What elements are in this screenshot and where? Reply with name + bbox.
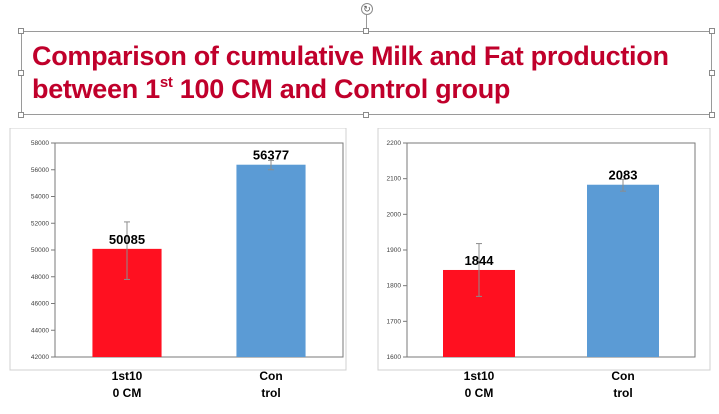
fat-category-label-2-line-1: Con [611, 369, 634, 383]
fat-bar-2 [587, 184, 659, 357]
fat-chart-svg: 1600 1700 1800 1900 2000 2100 2200 1844 1st10 0 C… [377, 128, 711, 400]
milk-y-tick-label: 48000 [31, 274, 49, 281]
fat-y-tick-label: 2100 [387, 176, 402, 183]
resize-handle-bottom-left[interactable] [18, 112, 24, 118]
fat-y-tick-label: 2200 [387, 140, 402, 147]
resize-handle-middle-left[interactable] [18, 70, 24, 76]
milk-data-label-1: 50085 [109, 232, 145, 247]
fat-category-label-1-line-1: 1st10 [464, 369, 495, 383]
fat-production-chart: 1600 1700 1800 1900 2000 2100 2200 1844 1st10 0 C… [360, 128, 719, 414]
fat-category-label-1-line-2: 0 CM [465, 386, 494, 400]
fat-y-tick-label: 1900 [387, 247, 402, 254]
title-text-box[interactable] [18, 28, 715, 118]
milk-y-tick-label: 52000 [31, 220, 49, 227]
title-line-2-suffix: 100 CM and Control group [172, 74, 511, 104]
fat-y-tick-label: 1700 [387, 318, 402, 325]
milk-y-tick-label: 58000 [31, 140, 49, 147]
milk-production-chart: 42000 44000 46000 48000 50000 52000 54000 56000… [0, 128, 360, 414]
milk-chart-svg: 42000 44000 46000 48000 50000 52000 54000 56000… [9, 128, 347, 400]
fat-data-label-1: 1844 [465, 253, 495, 268]
milk-category-label-2-line-1: Con [259, 369, 282, 383]
fat-y-tick-label: 1600 [387, 354, 402, 361]
resize-handle-bottom-middle[interactable] [363, 112, 369, 118]
fat-y-tick-label: 1800 [387, 283, 402, 290]
resize-handle-top-right[interactable] [709, 28, 715, 34]
milk-y-tick-label: 50000 [31, 247, 49, 254]
slide-title: Comparison of cumulative Milk and Fat pr… [32, 40, 669, 106]
rotate-handle-icon[interactable]: ↻ [361, 3, 373, 15]
fat-y-tick-label: 2000 [387, 211, 402, 218]
milk-y-tick-label: 42000 [31, 354, 49, 361]
milk-y-tick-label: 56000 [31, 167, 49, 174]
milk-y-tick-label: 44000 [31, 327, 49, 334]
milk-category-label-1-line-1: 1st10 [112, 369, 143, 383]
milk-data-label-2: 56377 [253, 148, 289, 163]
rotate-handle-stem [366, 15, 367, 31]
resize-handle-middle-right[interactable] [709, 70, 715, 76]
title-line-2-prefix: between 1 [32, 74, 160, 104]
resize-handle-top-middle[interactable] [363, 28, 369, 34]
title-line-1: Comparison of cumulative Milk and Fat pr… [32, 41, 669, 71]
resize-handle-top-left[interactable] [18, 28, 24, 34]
resize-handle-bottom-right[interactable] [709, 112, 715, 118]
milk-y-tick-label: 54000 [31, 194, 49, 201]
title-line-2-superscript: st [159, 74, 173, 91]
milk-y-tick-label: 46000 [31, 301, 49, 308]
milk-bar-2 [236, 164, 306, 357]
milk-category-label-1-line-2: 0 CM [113, 386, 142, 400]
fat-chart-border [377, 128, 711, 371]
fat-category-label-2-line-2: trol [613, 386, 632, 400]
fat-data-label-2: 2083 [609, 168, 638, 183]
milk-category-label-2-line-2: trol [261, 386, 280, 400]
